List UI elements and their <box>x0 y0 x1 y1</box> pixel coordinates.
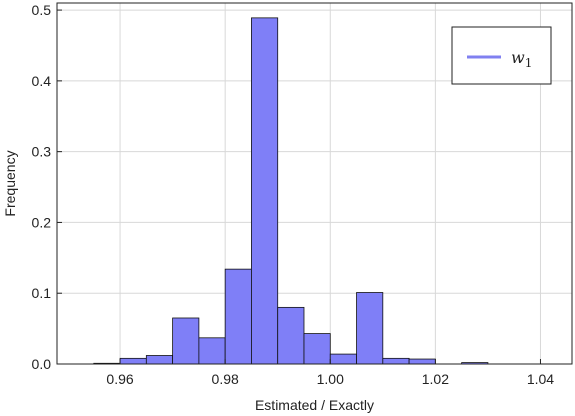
x-tick-label: 1.04 <box>527 371 554 387</box>
histogram-bar <box>329 353 357 365</box>
histogram-bar <box>356 292 384 365</box>
histogram-bar <box>119 357 147 365</box>
y-tick-label: 0.2 <box>32 214 52 230</box>
plot-frame <box>56 2 573 365</box>
y-tick-label: 0.4 <box>32 73 52 89</box>
x-tick-label: 1.00 <box>317 371 344 387</box>
legend-box <box>451 26 552 85</box>
y-axis-ticks: 0.0 0.1 0.2 0.3 0.4 0.5 <box>32 2 62 372</box>
y-tick-label: 0.3 <box>32 144 52 160</box>
histogram-bar <box>303 333 331 365</box>
histogram-bar <box>277 306 305 365</box>
histogram-bar <box>382 357 410 365</box>
histogram-bar <box>251 17 279 365</box>
y-tick-label: 0.5 <box>32 2 52 18</box>
histogram-bar <box>408 358 436 365</box>
x-tick-label: 0.96 <box>106 371 133 387</box>
histogram-bar <box>145 355 174 365</box>
y-tick-label: 0.1 <box>32 285 52 301</box>
legend: w1 <box>451 26 552 85</box>
x-axis-ticks: 0.96 0.98 1.00 1.02 1.04 <box>106 359 554 387</box>
y-tick-label: 0.0 <box>32 356 52 372</box>
x-tick-label: 1.02 <box>422 371 449 387</box>
legend-label-w1: w1 <box>511 48 532 70</box>
x-tick-label: 0.98 <box>212 371 239 387</box>
y-axis-title: Frequency <box>2 150 18 216</box>
histogram-bar <box>224 268 252 365</box>
histogram-bars <box>93 17 489 365</box>
histogram-bar <box>198 337 226 365</box>
histogram-bar <box>172 317 200 365</box>
x-axis-title: Estimated / Exactly <box>255 397 374 413</box>
